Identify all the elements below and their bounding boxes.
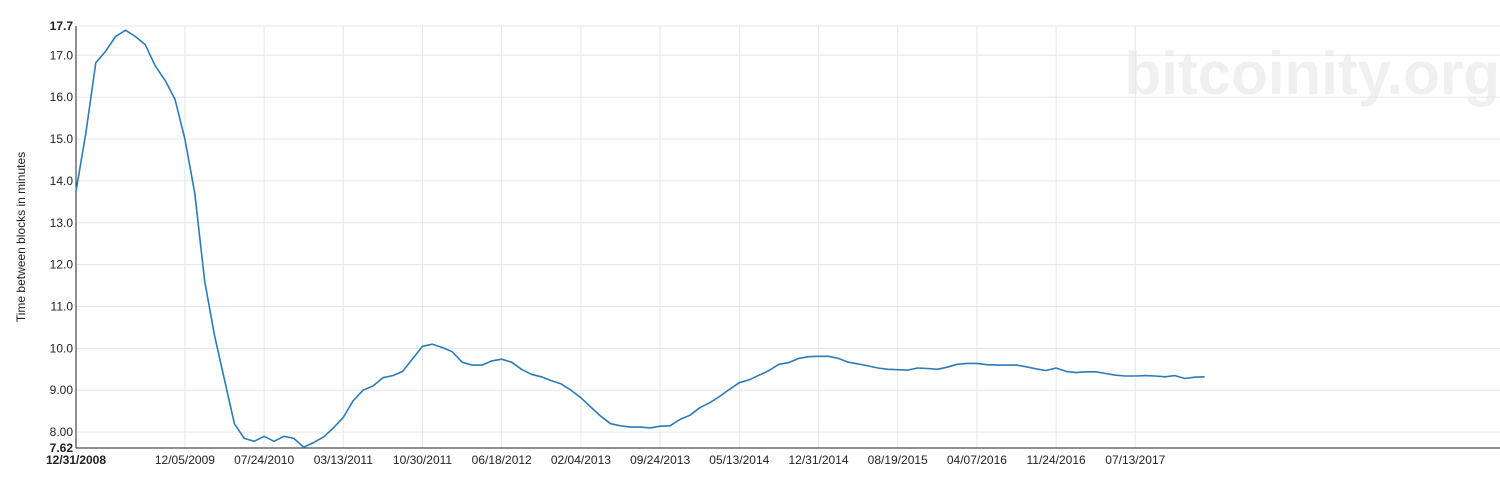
x-tick-label: 12/05/2009 xyxy=(155,453,215,467)
x-tick-label: 08/19/2015 xyxy=(868,453,928,467)
y-tick-label: 8.00 xyxy=(50,425,74,439)
y-tick-label: 14.0 xyxy=(50,174,74,188)
x-tick-label: 12/31/2008 xyxy=(46,453,106,467)
watermark-text: bitcoinity.org xyxy=(1124,40,1500,107)
x-tick-label: 07/13/2017 xyxy=(1105,453,1165,467)
series-line-block-time xyxy=(75,29,1205,449)
y-gridlines xyxy=(76,25,1500,433)
x-tick-label: 10/30/2011 xyxy=(393,453,452,467)
x-gridlines xyxy=(184,26,1136,448)
y-axis-ticks: 7.62 8.00 9.00 10.0 11.0 12.0 13.0 14.0 15.0 16.0… xyxy=(50,19,74,455)
y-tick-label: 7.62 xyxy=(50,441,74,455)
y-tick-label: 16.0 xyxy=(50,90,74,104)
y-axis-title: Time between blocks in minutes xyxy=(14,152,28,322)
x-tick-label: 09/24/2013 xyxy=(630,453,690,467)
y-tick-label: 11.0 xyxy=(51,299,74,313)
x-tick-label: 05/13/2014 xyxy=(709,453,769,467)
y-tick-label: 12.0 xyxy=(50,258,74,272)
y-tick-label: 15.0 xyxy=(50,132,74,146)
y-tick-label: 10.0 xyxy=(50,341,74,355)
x-tick-label: 06/18/2012 xyxy=(472,453,532,467)
x-axis-ticks: 12/31/2008 12/05/2009 07/24/2010 03/13/2011… xyxy=(46,453,1166,467)
x-tick-label: 03/13/2011 xyxy=(314,453,373,467)
x-tick-label: 02/04/2013 xyxy=(551,453,611,467)
x-tick-label: 11/24/2016 xyxy=(1027,453,1086,467)
x-tick-label: 12/31/2014 xyxy=(788,453,848,467)
y-tick-label: 17.0 xyxy=(50,48,74,62)
y-tick-label: 9.00 xyxy=(50,383,74,397)
y-tick-label: 13.0 xyxy=(50,216,74,230)
x-tick-label: 04/07/2016 xyxy=(947,453,1007,467)
y-tick-label: 17.7 xyxy=(50,19,74,33)
x-tick-label: 07/24/2010 xyxy=(234,453,294,467)
